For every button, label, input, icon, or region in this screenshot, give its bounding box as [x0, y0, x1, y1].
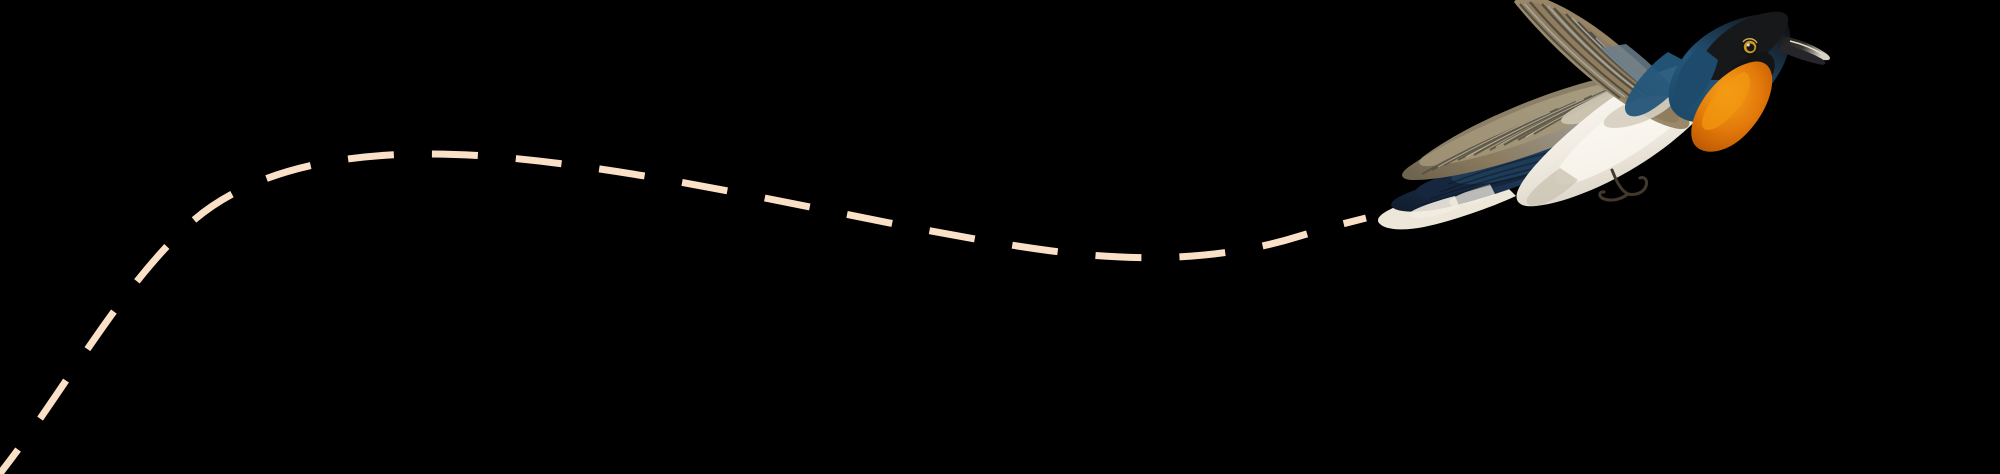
bird-figure: [1378, 0, 1830, 230]
flight-path-trail: [0, 150, 1367, 474]
eye: [1741, 38, 1759, 56]
feet: [1598, 168, 1648, 202]
beak: [1778, 36, 1830, 65]
